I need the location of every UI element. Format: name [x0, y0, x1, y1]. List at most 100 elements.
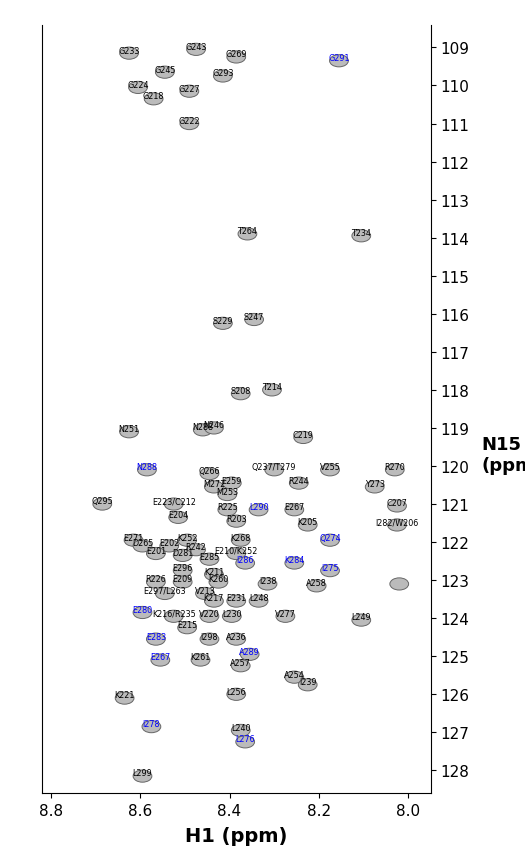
Text: Q266: Q266 — [198, 467, 220, 475]
Text: E201: E201 — [146, 546, 166, 555]
Text: I239: I239 — [299, 677, 317, 687]
Ellipse shape — [200, 633, 219, 646]
Text: M253: M253 — [216, 487, 238, 496]
Text: L299: L299 — [133, 769, 152, 778]
Text: I282/W206: I282/W206 — [375, 518, 418, 527]
Ellipse shape — [173, 565, 192, 577]
Text: E204: E204 — [168, 510, 188, 519]
Ellipse shape — [205, 481, 223, 493]
Text: N251: N251 — [119, 425, 140, 433]
Text: K261: K261 — [191, 653, 211, 662]
Ellipse shape — [164, 498, 183, 511]
Ellipse shape — [236, 736, 255, 748]
Ellipse shape — [330, 55, 348, 67]
Ellipse shape — [245, 314, 264, 326]
Ellipse shape — [129, 82, 148, 95]
Ellipse shape — [218, 489, 237, 501]
Ellipse shape — [178, 622, 196, 634]
Ellipse shape — [365, 481, 384, 493]
Text: T264: T264 — [237, 227, 257, 236]
Ellipse shape — [173, 549, 192, 562]
Text: E209: E209 — [173, 575, 193, 583]
Text: G245: G245 — [154, 66, 175, 74]
Text: E223/C212: E223/C212 — [152, 496, 196, 506]
Ellipse shape — [146, 577, 165, 589]
Text: E280: E280 — [132, 605, 153, 614]
Ellipse shape — [93, 498, 112, 511]
Ellipse shape — [214, 71, 232, 83]
Text: G243: G243 — [185, 43, 207, 52]
Ellipse shape — [289, 478, 308, 490]
Ellipse shape — [249, 595, 268, 607]
Ellipse shape — [240, 648, 259, 661]
Ellipse shape — [232, 660, 250, 672]
Ellipse shape — [232, 724, 250, 737]
Text: V220: V220 — [199, 609, 220, 618]
Ellipse shape — [321, 535, 339, 547]
Ellipse shape — [227, 52, 246, 64]
Text: K260: K260 — [208, 575, 228, 583]
Ellipse shape — [294, 432, 312, 444]
Text: R203: R203 — [226, 514, 247, 523]
Ellipse shape — [180, 119, 199, 131]
Ellipse shape — [187, 44, 205, 56]
Text: A257: A257 — [230, 659, 251, 667]
Text: V255: V255 — [320, 462, 341, 472]
Text: L240: L240 — [231, 723, 250, 732]
Text: I298: I298 — [201, 632, 218, 641]
Text: L290: L290 — [249, 502, 268, 512]
Ellipse shape — [120, 426, 139, 438]
Ellipse shape — [205, 569, 223, 581]
Text: G233: G233 — [119, 47, 140, 55]
X-axis label: H1 (ppm): H1 (ppm) — [185, 827, 288, 845]
Text: S229: S229 — [213, 316, 233, 325]
Ellipse shape — [285, 671, 303, 683]
Ellipse shape — [238, 229, 257, 241]
Text: I278: I278 — [143, 719, 160, 728]
Ellipse shape — [265, 464, 284, 476]
Text: E259: E259 — [222, 476, 242, 485]
Ellipse shape — [227, 633, 246, 646]
Text: K284: K284 — [284, 556, 304, 565]
Ellipse shape — [298, 519, 317, 531]
Text: Q274: Q274 — [319, 533, 341, 542]
Ellipse shape — [196, 588, 214, 600]
Text: K221: K221 — [114, 691, 135, 699]
Text: R225: R225 — [217, 502, 238, 512]
Text: N288: N288 — [136, 462, 158, 472]
Ellipse shape — [144, 94, 163, 106]
Text: R244: R244 — [288, 476, 309, 485]
Text: G293: G293 — [212, 69, 234, 78]
Text: G222: G222 — [178, 117, 200, 125]
Text: L276: L276 — [235, 734, 255, 743]
Ellipse shape — [258, 578, 277, 590]
Ellipse shape — [142, 721, 161, 733]
Ellipse shape — [155, 67, 174, 79]
Ellipse shape — [133, 770, 152, 782]
Ellipse shape — [249, 504, 268, 516]
Ellipse shape — [146, 633, 165, 646]
Text: R270: R270 — [384, 462, 405, 472]
Ellipse shape — [187, 544, 205, 556]
Text: G269: G269 — [226, 50, 247, 59]
Text: V213: V213 — [195, 586, 215, 595]
Text: K217: K217 — [204, 594, 224, 603]
Ellipse shape — [307, 580, 326, 592]
Text: G218: G218 — [143, 92, 164, 102]
Ellipse shape — [298, 679, 317, 691]
Text: R242: R242 — [186, 543, 206, 551]
Ellipse shape — [124, 535, 143, 547]
Text: K216/R235: K216/R235 — [152, 609, 196, 618]
Ellipse shape — [232, 388, 250, 400]
Ellipse shape — [193, 424, 212, 437]
Text: E231: E231 — [226, 594, 246, 603]
Text: I238: I238 — [259, 577, 276, 586]
Text: C207: C207 — [386, 499, 407, 508]
Text: Q237/T279: Q237/T279 — [252, 462, 297, 472]
Text: T234: T234 — [351, 229, 371, 238]
Text: A236: A236 — [226, 632, 247, 641]
Ellipse shape — [218, 504, 237, 516]
Text: D265: D265 — [132, 538, 153, 548]
Text: N288: N288 — [192, 423, 213, 432]
Ellipse shape — [285, 557, 303, 570]
